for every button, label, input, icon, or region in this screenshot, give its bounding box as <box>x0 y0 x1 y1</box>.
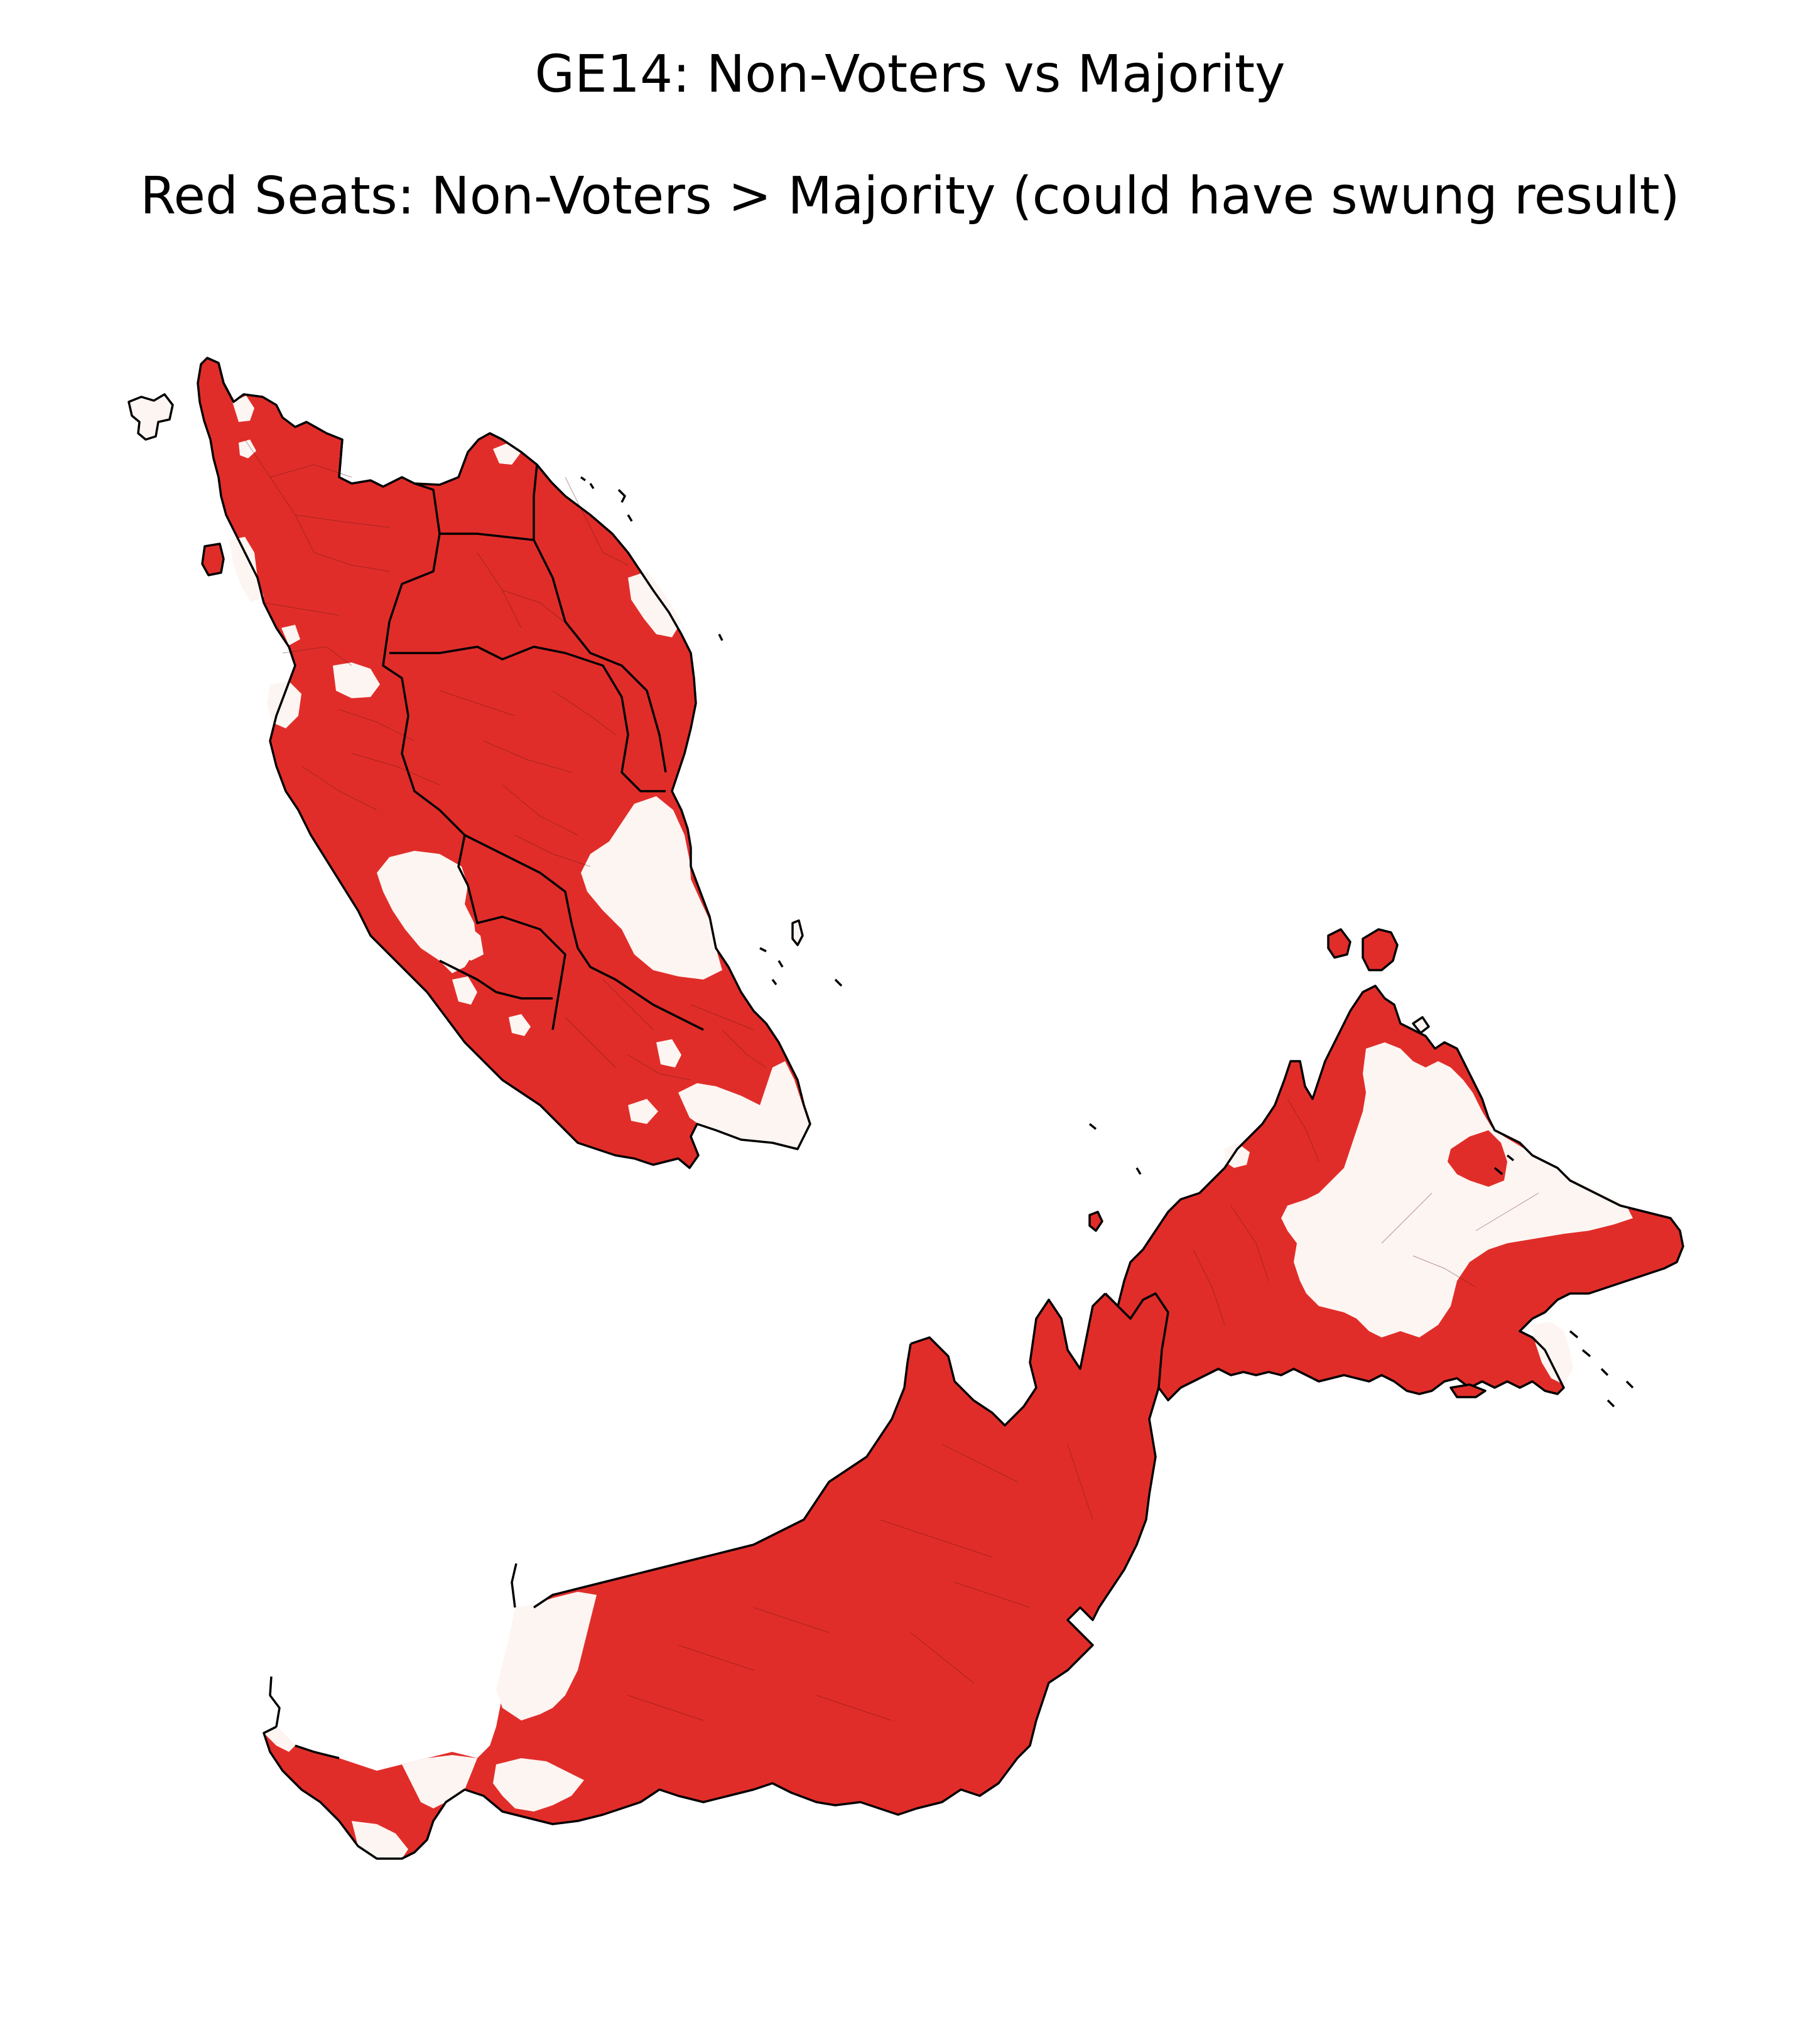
sarawak-red-seats <box>264 1294 1168 1859</box>
peninsula-white-seat-johor-west <box>628 1099 658 1124</box>
peninsula-white-seat-ipoh <box>333 662 380 698</box>
labuan-island <box>1088 1211 1103 1232</box>
peninsula-coastline <box>197 357 811 1169</box>
map-subtitle: Red Seats: Non-Voters > Majority (could … <box>140 166 1680 226</box>
peninsula-white-seat-johor-south <box>678 1061 809 1148</box>
sabah-red-seat-sebatik <box>1449 1383 1487 1398</box>
sabah-east-islets <box>1088 1123 1634 1408</box>
sarawak-white-seat-kuching-3 <box>352 1821 408 1859</box>
peninsula-white-seat-kedah-1 <box>232 396 254 422</box>
peninsular-malaysia <box>127 357 843 1169</box>
sabah-white-seat-kota-kinabalu <box>1225 1143 1250 1168</box>
sabah-white-seat-interior <box>1281 1042 1633 1337</box>
peninsula-white-seat-melaka <box>452 976 477 1005</box>
peninsula-white-seat-pahang-east <box>581 796 722 980</box>
sarawak-coastline <box>263 1292 1160 1860</box>
balambangan-island <box>1362 928 1399 971</box>
seat-borders-peninsula <box>244 439 767 1081</box>
sarawak-white-seat-sibu <box>493 1758 584 1812</box>
east-malaysia <box>263 928 1684 1860</box>
state-borders-borneo <box>1104 1292 1169 1388</box>
banggi-island <box>1327 928 1351 959</box>
peninsula-white-seat-johor-north <box>656 1039 681 1067</box>
peninsula-white-seat-ns-coast <box>509 1014 531 1036</box>
map-title: GE14: Non-Voters vs Majority <box>534 45 1286 104</box>
sarawak-white-seat-miri <box>496 1592 597 1720</box>
tioman-islands <box>791 919 804 946</box>
sarawak-white-seat-kuching-2 <box>402 1755 477 1808</box>
sarawak-white-seat-west <box>264 1727 295 1752</box>
sabah-red-seat-sandakan <box>1448 1130 1507 1187</box>
east-coast-islets <box>580 476 843 987</box>
sabah-north-islets <box>1412 1016 1430 1034</box>
peninsula-red-seats <box>198 358 810 1168</box>
seat-borders-borneo <box>627 1098 1539 1721</box>
sabah-coastline <box>1104 985 1684 1402</box>
penang-island <box>201 543 225 576</box>
peninsula-white-seat-negeri-sembilan <box>440 923 484 961</box>
peninsula-white-seat-penang-mainland <box>229 537 264 603</box>
peninsula-white-seat-terengganu <box>628 571 681 637</box>
peninsula-white-seat-kedah-2 <box>239 440 256 458</box>
peninsula-white-seat-kedah-south <box>281 625 300 645</box>
langkawi-island <box>127 393 174 441</box>
sabah-white-seat-tawau <box>1532 1322 1573 1385</box>
